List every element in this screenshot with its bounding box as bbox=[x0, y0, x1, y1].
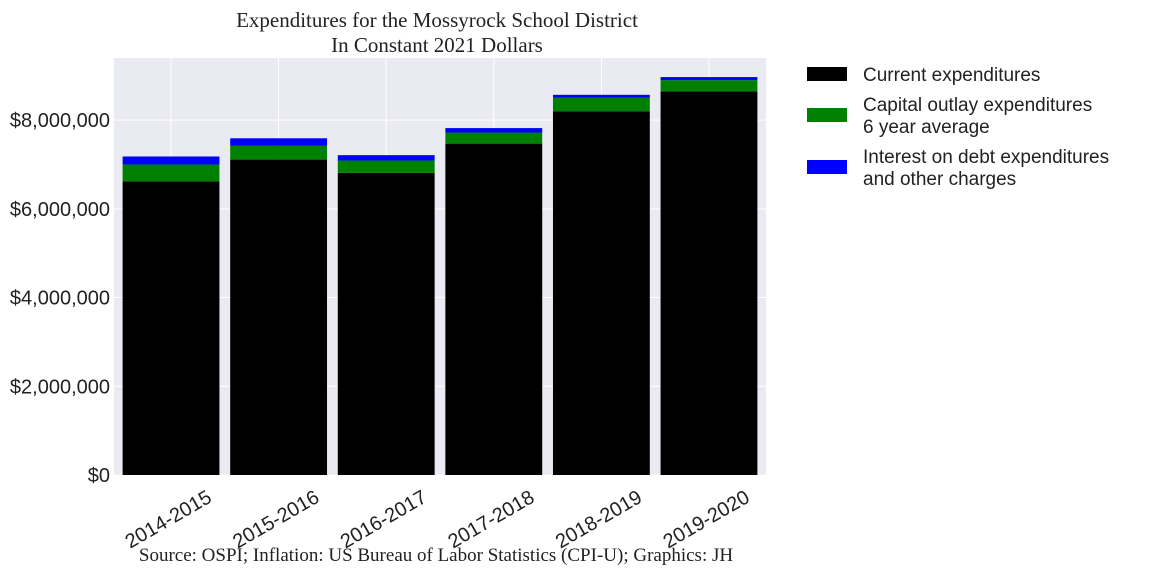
legend-swatch bbox=[807, 67, 847, 81]
legend-label: and other charges bbox=[863, 169, 1016, 190]
y-tick-label: $2,000,000 bbox=[10, 376, 110, 398]
legend-label: Current expenditures bbox=[863, 65, 1040, 86]
bar-segment-1 bbox=[337, 172, 435, 476]
y-tick-label: $8,000,000 bbox=[10, 110, 110, 132]
bar-segment-2 bbox=[337, 160, 435, 173]
legend-swatch bbox=[807, 160, 847, 174]
y-tick-label: $6,000,000 bbox=[10, 199, 110, 221]
y-tick-label: $0 bbox=[88, 465, 110, 487]
x-tick-label: 2015-2016 bbox=[229, 486, 323, 553]
bar-segment-2 bbox=[660, 80, 758, 92]
x-tick-label: 2016-2017 bbox=[337, 486, 431, 553]
bar-segment-2 bbox=[552, 97, 650, 112]
y-tick-label: $4,000,000 bbox=[10, 288, 110, 310]
bar-segment-1 bbox=[445, 143, 543, 475]
x-axis-ticks: 2014-2015 2015-2016 2016-2017 2017-2018 2018… bbox=[122, 486, 754, 553]
bar-segment-3 bbox=[230, 138, 328, 146]
x-tick-label: 2019-2020 bbox=[660, 486, 754, 553]
legend-swatch bbox=[807, 108, 847, 122]
bars bbox=[122, 77, 758, 476]
legend-label: 6 year average bbox=[863, 117, 990, 138]
legend-label: Interest on debt expenditures bbox=[863, 147, 1109, 168]
bar-segment-3 bbox=[337, 155, 435, 161]
bar-segment-3 bbox=[122, 156, 220, 165]
bar-segment-1 bbox=[122, 181, 220, 475]
bar-segment-1 bbox=[552, 111, 650, 475]
source-note: Source: OSPI; Inflation: US Bureau of La… bbox=[139, 545, 733, 566]
y-axis-ticks: $0 $2,000,000 $4,000,000 $6,000,000 $8,000,0… bbox=[10, 110, 110, 487]
x-tick-label: 2014-2015 bbox=[122, 486, 216, 553]
bar-segment-1 bbox=[660, 91, 758, 476]
legend-label: Capital outlay expenditures bbox=[863, 95, 1092, 116]
x-tick-label: 2018-2019 bbox=[552, 486, 646, 553]
chart-title-line: Expenditures for the Mossyrock School Di… bbox=[236, 8, 638, 32]
chart-title: Expenditures for the Mossyrock School Di… bbox=[236, 8, 638, 57]
legend: Current expenditures Capital outlay expen… bbox=[807, 65, 1109, 190]
plot-area bbox=[114, 58, 766, 475]
bar-segment-3 bbox=[445, 128, 543, 133]
bar-segment-2 bbox=[122, 164, 220, 182]
bar-segment-3 bbox=[660, 77, 758, 81]
chart-title-line: In Constant 2021 Dollars bbox=[331, 33, 543, 57]
bar-segment-2 bbox=[230, 145, 328, 160]
bar-segment-3 bbox=[552, 94, 650, 98]
x-tick-label: 2017-2018 bbox=[444, 486, 538, 553]
bar-segment-1 bbox=[230, 159, 328, 475]
bar-segment-2 bbox=[445, 132, 543, 144]
